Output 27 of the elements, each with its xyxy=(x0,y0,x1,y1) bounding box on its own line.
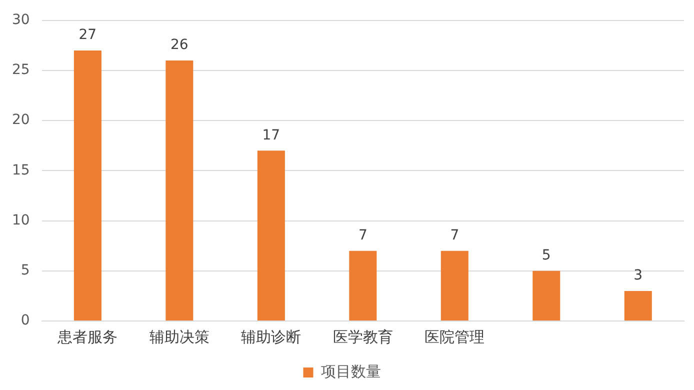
bar xyxy=(624,290,652,320)
data-label: 27 xyxy=(78,27,97,44)
y-tick-label: 15 xyxy=(12,162,30,178)
bar xyxy=(74,50,102,320)
y-tick-label: 20 xyxy=(12,112,30,128)
x-tick-label: 辅助决策 xyxy=(149,328,210,346)
data-label: 3 xyxy=(634,268,643,284)
y-tick-label: 5 xyxy=(20,262,30,279)
bar xyxy=(257,150,285,320)
x-tick-label: 辅助诊断 xyxy=(241,328,302,346)
x-tick-label: 医院管理 xyxy=(424,328,485,346)
x-tick-label: 患者服务 xyxy=(56,328,118,346)
y-tick-label: 10 xyxy=(12,212,30,228)
data-label: 5 xyxy=(542,248,551,264)
y-tick-label: 0 xyxy=(20,312,30,329)
bar xyxy=(349,250,377,320)
x-tick-label: 医学教育 xyxy=(332,328,393,346)
data-label: 17 xyxy=(262,127,280,144)
y-tick-label: 30 xyxy=(12,12,30,28)
data-label: 26 xyxy=(170,37,188,54)
y-tick-label: 25 xyxy=(12,62,30,78)
bar xyxy=(532,270,560,320)
data-label: 7 xyxy=(358,228,368,244)
legend-label: 项目数量 xyxy=(320,362,381,380)
bar xyxy=(440,250,468,320)
data-label: 7 xyxy=(450,228,460,244)
bar xyxy=(166,60,194,320)
